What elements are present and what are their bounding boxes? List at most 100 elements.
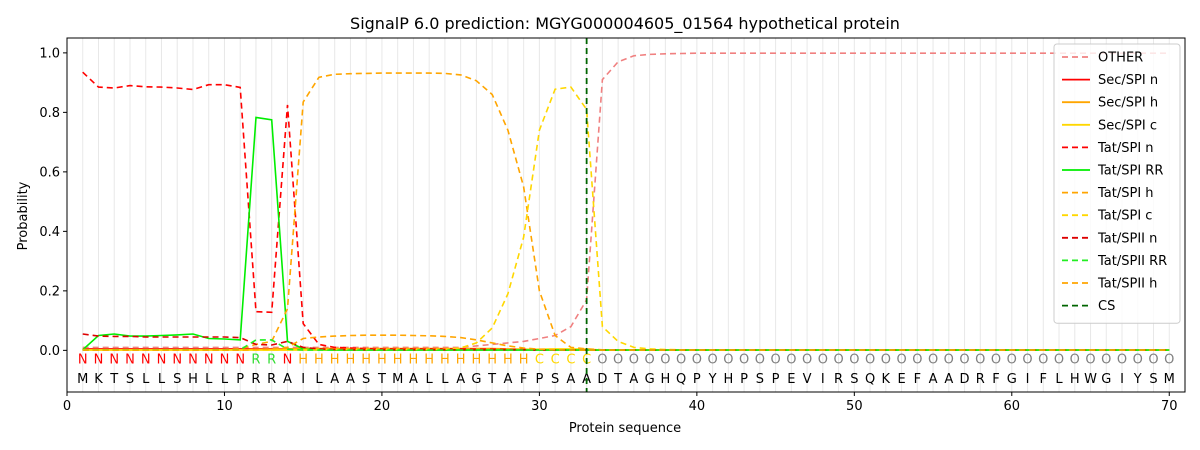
residue-class-label: O: [1007, 353, 1017, 368]
residue-class-label: O: [755, 353, 765, 368]
sequence-letter: L: [221, 372, 229, 387]
sequence-letter: I: [821, 372, 825, 387]
residue-class-label: H: [346, 353, 356, 368]
sequence-letter: A: [346, 372, 355, 387]
residue-class-label: O: [1022, 353, 1032, 368]
sequence-letter: S: [850, 372, 858, 387]
series-line-tat-spi-c: [82, 86, 1170, 351]
sequence-letter: R: [976, 372, 985, 387]
sequence-letter: E: [897, 372, 905, 387]
legend-entry-label: Tat/SPI c: [1097, 209, 1152, 224]
sequence-letter: F: [520, 372, 527, 387]
residue-class-label: R: [251, 353, 260, 368]
residue-class-label: O: [1164, 353, 1174, 368]
sequence-letter: A: [566, 372, 575, 387]
residue-class-label: N: [157, 353, 167, 368]
legend-entry-label: Sec/SPI c: [1098, 118, 1157, 133]
sequence-letter: W: [1084, 372, 1097, 387]
residue-class-label: R: [267, 353, 276, 368]
residue-class-label: N: [204, 353, 214, 368]
residue-class-label: O: [896, 353, 906, 368]
sequence-letter: F: [992, 372, 999, 387]
residue-class-label: H: [472, 353, 482, 368]
plot-frame: [66, 37, 1186, 393]
residue-class-label: H: [424, 353, 434, 368]
sequence-letter: A: [503, 372, 512, 387]
residue-class-label: O: [959, 353, 969, 368]
y-tick-label: 0.4: [39, 225, 60, 240]
sequence-letter: H: [188, 372, 198, 387]
sequence-letter: S: [173, 372, 181, 387]
residue-class-label: O: [865, 353, 875, 368]
residue-class-label: O: [1117, 353, 1127, 368]
sequence-letter: T: [377, 372, 386, 387]
sequence-letter: G: [1007, 372, 1017, 387]
sequence-letter: R: [834, 372, 843, 387]
residue-class-label: O: [723, 353, 733, 368]
y-tick-label: 0.8: [39, 106, 60, 121]
sequence-letter: M: [392, 372, 403, 387]
sequence-letter: M: [77, 372, 88, 387]
sequence-letter: A: [929, 372, 938, 387]
sequence-letter: F: [914, 372, 921, 387]
sequence-letter: D: [597, 372, 607, 387]
chart-title: SignalP 6.0 prediction: MGYG000004605_01…: [350, 14, 900, 34]
sequence-letter: S: [551, 372, 559, 387]
residue-class-label: N: [172, 353, 182, 368]
residue-class-label: O: [786, 353, 796, 368]
residue-class-label: H: [298, 353, 308, 368]
residue-class-label: C: [551, 353, 560, 368]
residue-class-label: H: [440, 353, 450, 368]
legend-entry-label: Sec/SPI h: [1098, 96, 1158, 111]
sequence-letter: G: [1101, 372, 1111, 387]
sequence-letter: P: [236, 372, 244, 387]
sequence-letter: A: [456, 372, 465, 387]
residue-class-label: N: [188, 353, 198, 368]
sequence-letter: P: [740, 372, 748, 387]
sequence-letter: A: [330, 372, 339, 387]
legend-entry-label: Tat/SPI n: [1097, 141, 1154, 156]
legend-entry-label: Sec/SPI n: [1098, 73, 1158, 88]
sequence-letter: A: [409, 372, 418, 387]
sequence-letter: T: [109, 372, 118, 387]
sequence-letter: P: [535, 372, 543, 387]
legend: OTHER Sec/SPI n Sec/SPI h Sec/SPI c Tat/SPI …: [1053, 43, 1181, 324]
sequence-letter: P: [693, 372, 701, 387]
legend-box: [1053, 43, 1181, 324]
residue-class-label: O: [975, 353, 985, 368]
sequence-letter: E: [787, 372, 795, 387]
sequence-letter: P: [772, 372, 780, 387]
y-tick-label: 0.6: [39, 165, 60, 180]
residue-class-label: H: [519, 353, 529, 368]
residue-class-label: H: [503, 353, 513, 368]
sequence-letter: A: [944, 372, 953, 387]
sequence-letter: G: [645, 372, 655, 387]
sequence-letter: L: [142, 372, 150, 387]
sequence-letter: M: [1164, 372, 1175, 387]
residue-class-label: H: [487, 353, 497, 368]
residue-class-label: O: [1085, 353, 1095, 368]
y-axis-label: Probability: [16, 181, 31, 250]
residue-class-label: H: [409, 353, 419, 368]
sequence-letter: Y: [1133, 372, 1142, 387]
sequence-letter: R: [251, 372, 260, 387]
residue-class-label: N: [94, 353, 104, 368]
residue-class-label: O: [770, 353, 780, 368]
residue-class-label: O: [849, 353, 859, 368]
residue-class-label: O: [660, 353, 670, 368]
sequence-letter: H: [1070, 372, 1080, 387]
series-line-other: [82, 52, 1170, 349]
legend-entry-label: Tat/SPII RR: [1097, 254, 1167, 269]
sequence-letter: F: [1040, 372, 1047, 387]
x-tick-label: 10: [216, 399, 233, 414]
sequence-letter: L: [441, 372, 449, 387]
residue-class-label: O: [944, 353, 954, 368]
series-line-tat-spii-n: [82, 333, 1170, 351]
sequence-letter: S: [126, 372, 134, 387]
residue-class-label: O: [739, 353, 749, 368]
residue-class-label: O: [1101, 353, 1111, 368]
sequence-letter: V: [803, 372, 812, 387]
sequence-letter: L: [205, 372, 213, 387]
residue-class-label: N: [141, 353, 151, 368]
